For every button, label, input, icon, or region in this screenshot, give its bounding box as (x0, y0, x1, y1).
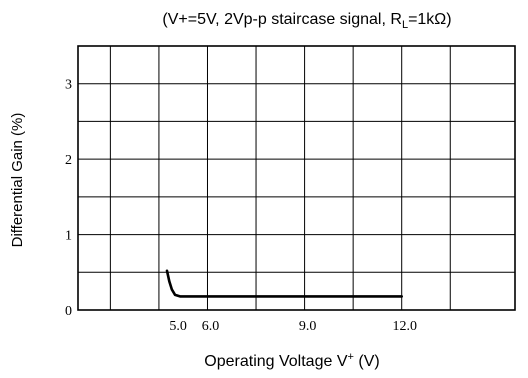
plot-frame (77, 45, 516, 311)
x-axis-ticks: 5.0 6.0 9.0 12.0 (169, 319, 417, 334)
x-axis-label: Operating Voltage V+ (V) (204, 351, 379, 370)
x-tick-label: 12.0 (392, 319, 417, 334)
chart-title: (V+=5V, 2Vp-p staircase signal, RL=1kΩ) (162, 11, 451, 31)
y-tick-label: 2 (65, 153, 72, 168)
x-tick-label: 6.0 (202, 319, 220, 334)
y-tick-label: 0 (65, 304, 72, 319)
x-tick-label: 5.0 (169, 319, 187, 334)
y-axis-label: Differential Gain (%) (9, 113, 26, 248)
y-tick-label: 3 (65, 78, 72, 93)
y-tick-label: 1 (65, 229, 72, 244)
grid-layer (78, 46, 515, 310)
y-axis-ticks: 0 1 2 3 (65, 78, 72, 319)
series-line (165, 269, 404, 298)
x-tick-label: 9.0 (299, 319, 317, 334)
series-layer (165, 269, 404, 298)
